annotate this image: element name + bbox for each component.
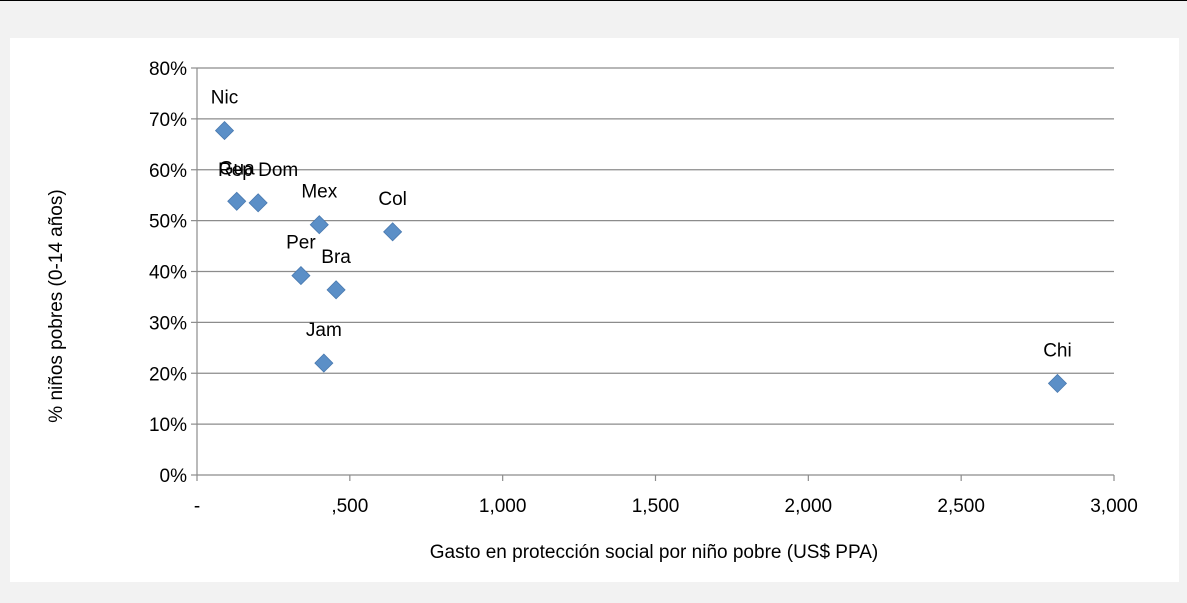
scatter-chart: 0% 10% 20% 30% 40% 50% 60% 70% 80% - ,500 1,000 1,5… (46, 59, 1138, 563)
x-tick-label: 3,000 (1090, 496, 1138, 517)
y-tick-label: 70% (149, 110, 187, 131)
y-axis-title: % niños pobres (0-14 años) (46, 189, 67, 422)
data-label-per: Per (286, 233, 316, 254)
data-point-bra (326, 280, 346, 300)
data-point-col (383, 222, 403, 242)
x-tick-label: ,500 (331, 496, 368, 517)
x-tick-label: - (194, 496, 200, 517)
data-label-chi: Chi (1043, 340, 1072, 361)
data-label-nic: Nic (211, 88, 238, 109)
x-tick-label: 1,000 (479, 496, 527, 517)
y-tick-label: 10% (149, 415, 187, 436)
data-label-col: Col (378, 189, 407, 210)
data-point-rep-dom (248, 193, 268, 213)
y-tick-label: 20% (149, 364, 187, 385)
data-label-jam: Jam (306, 320, 342, 341)
data-point-mex (309, 215, 329, 235)
y-tick-label: 30% (149, 313, 187, 334)
y-tick-label: 60% (149, 161, 187, 182)
data-label-gua: Gua (219, 158, 255, 179)
x-axis-title: Gasto en protección social por niño pobr… (430, 542, 879, 563)
x-tick-label: 2,500 (937, 496, 985, 517)
data-point-jam (314, 353, 334, 373)
y-tick-label: 40% (149, 263, 187, 284)
axes (191, 67, 1115, 481)
x-tick-labels: - ,500 1,000 1,500 2,000 2,500 3,000 (194, 496, 1138, 517)
y-tick-label: 0% (160, 466, 188, 487)
data-point-gua (227, 191, 247, 211)
data-points (214, 121, 1068, 393)
x-tick-label: 2,000 (785, 496, 833, 517)
y-tick-labels: 0% 10% 20% 30% 40% 50% 60% 70% 80% (149, 59, 187, 487)
gridlines (197, 67, 1114, 425)
chart-panel: 0% 10% 20% 30% 40% 50% 60% 70% 80% - ,500 1,000 1,5… (10, 38, 1179, 582)
data-label-mex: Mex (301, 182, 337, 203)
x-tick-label: 1,500 (632, 496, 680, 517)
data-point-chi (1047, 373, 1068, 393)
data-point-nic (214, 121, 235, 141)
data-label-rep-dom: Rep Dom (218, 160, 298, 181)
y-tick-label: 80% (149, 59, 187, 80)
data-label-bra: Bra (321, 247, 351, 268)
y-tick-label: 50% (149, 212, 187, 233)
data-point-per (291, 266, 311, 286)
